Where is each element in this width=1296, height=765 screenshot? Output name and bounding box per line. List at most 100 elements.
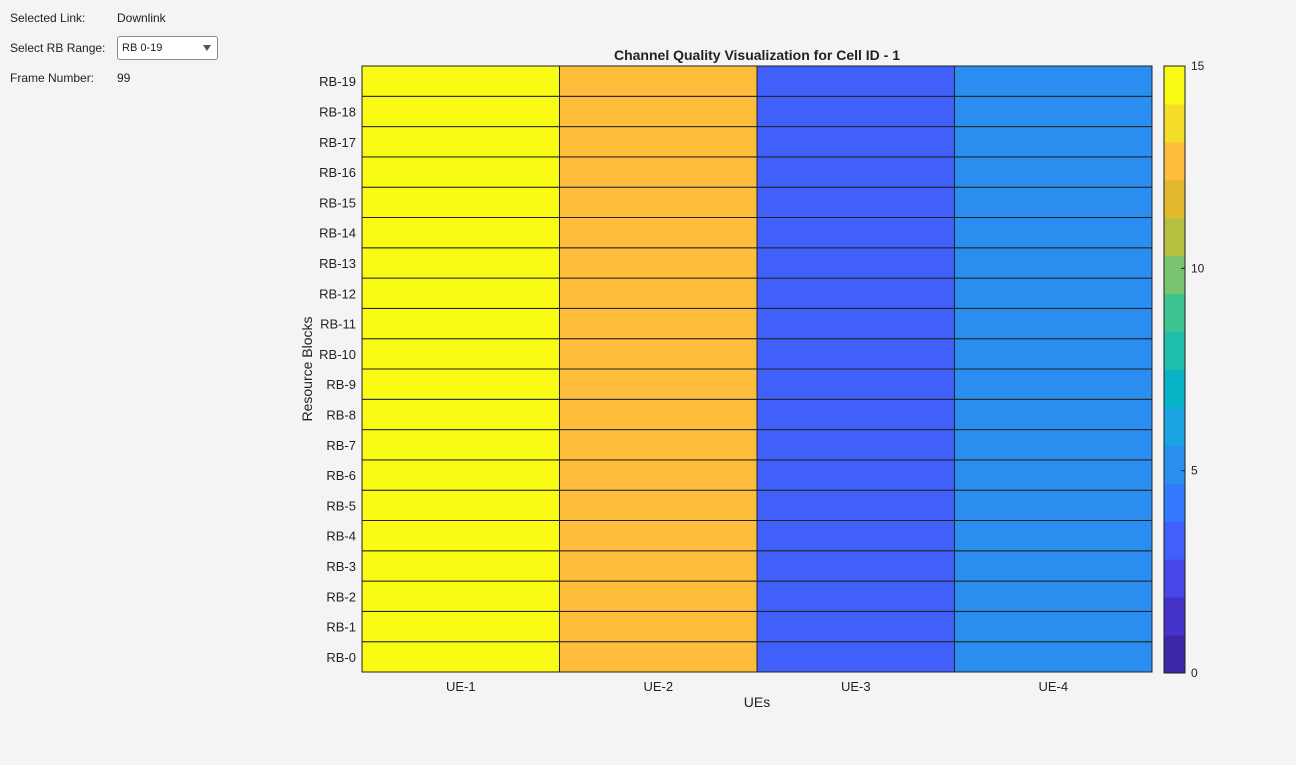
heatmap-cell — [361, 65, 560, 97]
colorbar-tick-label: 10 — [1191, 261, 1205, 275]
y-tick-label: RB-9 — [326, 377, 356, 392]
colorbar-segment — [1164, 103, 1185, 143]
frame-number-value: 99 — [117, 71, 131, 85]
heatmap-cell — [361, 429, 560, 461]
colorbar-segment — [1164, 179, 1185, 219]
colorbar-segment — [1164, 66, 1185, 105]
heatmap-cell — [756, 247, 955, 279]
heatmap-cell — [756, 398, 955, 431]
colorbar-segment — [1164, 369, 1185, 408]
heatmap-cell — [361, 338, 560, 370]
y-tick-label: RB-17 — [319, 135, 356, 150]
heatmap-cell — [954, 95, 1153, 128]
heatmap-cell — [756, 368, 955, 400]
colorbar-segment — [1164, 483, 1185, 522]
chart-title: Channel Quality Visualization for Cell I… — [614, 47, 900, 63]
heatmap-cell — [756, 156, 955, 188]
heatmap-cell — [756, 65, 955, 97]
heatmap-cell — [954, 277, 1153, 309]
heatmap-cell — [361, 489, 560, 522]
selected-link-value: Downlink — [117, 11, 166, 25]
heatmap-cell — [954, 550, 1153, 582]
heatmap-cell — [954, 338, 1153, 370]
heatmap-cell — [756, 307, 955, 340]
heatmap-cell — [361, 217, 560, 249]
colorbar-segment — [1164, 293, 1185, 333]
y-tick-label: RB-15 — [319, 195, 356, 210]
y-tick-label: RB-14 — [319, 226, 356, 241]
heatmap-cell — [559, 307, 758, 340]
heatmap-cell — [361, 368, 560, 400]
colorbar-segment — [1164, 445, 1185, 484]
heatmap-cell — [756, 610, 955, 643]
colorbar-segment — [1164, 635, 1185, 674]
rb-range-label: Select RB Range: — [10, 41, 106, 55]
x-axis-label: UEs — [744, 694, 770, 710]
heatmap-cell — [756, 217, 955, 249]
heatmap-cell — [559, 126, 758, 158]
y-tick-label: RB-5 — [326, 498, 356, 513]
heatmap-cell — [559, 156, 758, 188]
heatmap-cell — [361, 550, 560, 582]
heatmap-cell — [559, 186, 758, 218]
heatmap-cell — [756, 580, 955, 612]
heatmap-cell — [954, 429, 1153, 461]
x-tick-label: UE-1 — [446, 679, 476, 694]
heatmap-cell — [954, 247, 1153, 279]
x-tick-label: UE-2 — [643, 679, 673, 694]
y-tick-label: RB-8 — [326, 407, 356, 422]
heatmap-cell — [954, 641, 1153, 673]
heatmap-cell — [559, 459, 758, 491]
colorbar-tick-label: 15 — [1191, 59, 1205, 73]
colorbar-segment — [1164, 521, 1185, 560]
y-tick-label: RB-12 — [319, 286, 356, 301]
heatmap-cell — [756, 459, 955, 491]
x-tick-label: UE-4 — [1038, 679, 1068, 694]
heatmap-cell — [756, 338, 955, 370]
heatmap-cell — [559, 398, 758, 431]
chevron-down-icon — [203, 45, 211, 51]
heatmap-cell — [361, 156, 560, 188]
y-tick-label: RB-13 — [319, 256, 356, 271]
heatmap-cell — [954, 459, 1153, 491]
y-tick-label: RB-3 — [326, 559, 356, 574]
heatmap-cell — [361, 95, 560, 128]
heatmap-cell — [361, 641, 560, 673]
rb-range-selected-value: RB 0-19 — [122, 42, 163, 54]
y-tick-label: RB-11 — [320, 317, 356, 332]
rb-range-dropdown[interactable]: RB 0-19 — [117, 36, 218, 60]
y-tick-label: RB-4 — [326, 529, 356, 544]
heatmap-cell — [361, 459, 560, 491]
heatmap-cell — [756, 95, 955, 128]
heatmap-cell — [361, 126, 560, 158]
heatmap-cell — [559, 217, 758, 249]
heatmap-cell — [756, 520, 955, 552]
heatmap-cell — [954, 126, 1153, 158]
heatmap-cell — [756, 277, 955, 309]
heatmap-cell — [756, 429, 955, 461]
heatmap-cell — [559, 429, 758, 461]
heatmap-cell — [559, 247, 758, 279]
y-tick-label: RB-2 — [326, 589, 356, 604]
y-tick-label: RB-0 — [326, 650, 356, 665]
y-tick-label: RB-18 — [319, 104, 356, 119]
heatmap-cell — [954, 217, 1153, 249]
colorbar-frame — [1163, 65, 1186, 674]
heatmap-cell — [559, 610, 758, 643]
colorbar-segment — [1164, 331, 1185, 370]
heatmap-cell — [559, 338, 758, 370]
heatmap-cell — [559, 641, 758, 673]
heatmap-cell — [954, 186, 1153, 218]
heatmap-cell — [559, 520, 758, 552]
heatmap-cell — [954, 307, 1153, 340]
heatmap-cell — [954, 520, 1153, 552]
heatmap-cell — [954, 65, 1153, 97]
heatmap-cell — [756, 641, 955, 673]
heatmap-cell — [361, 307, 560, 340]
x-tick-label: UE-3 — [841, 679, 871, 694]
heatmap-cell — [559, 550, 758, 582]
y-tick-label: RB-16 — [319, 165, 356, 180]
y-tick-label: RB-19 — [319, 74, 356, 89]
y-tick-label: RB-1 — [326, 620, 356, 635]
colorbar-segment — [1164, 597, 1185, 636]
